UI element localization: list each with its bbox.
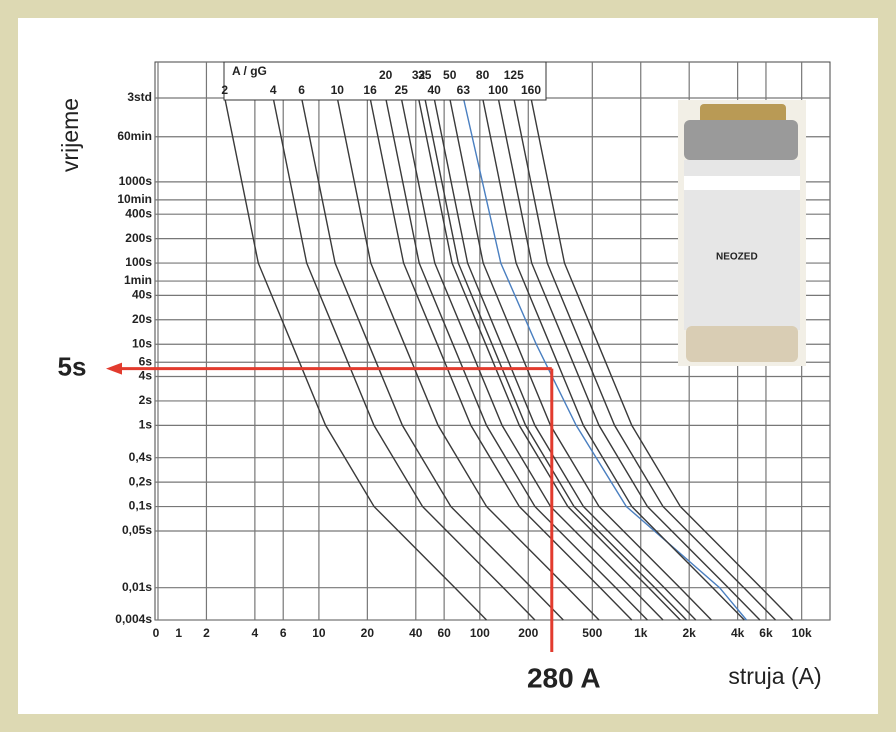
curve (385, 97, 648, 621)
y-tick-label: 100s (125, 255, 152, 269)
y-tick-label: 0,004s (115, 612, 152, 626)
legend-label: 160 (521, 83, 541, 97)
curve (462, 97, 748, 621)
curve (417, 97, 681, 621)
fuse-photo: NEOZED (678, 100, 806, 366)
x-origin-label: 0 (153, 626, 160, 640)
legend-label: 100 (488, 83, 508, 97)
y-tick-label: 0,05s (122, 523, 152, 537)
photo-label: NEOZED (716, 252, 758, 263)
x-tick-label: 60 (437, 626, 451, 640)
x-tick-label: 500 (582, 626, 602, 640)
x-tick-label: 6 (280, 626, 287, 640)
y-tick-label: 10min (117, 192, 152, 206)
y-tick-label: 2s (139, 393, 153, 407)
curve (513, 97, 777, 621)
legend-label: 6 (298, 83, 305, 97)
x-tick-label: 20 (361, 626, 375, 640)
y-axis-title: vrijeme (57, 98, 83, 172)
y-tick-label: 1000s (119, 174, 153, 188)
annotation-arrow (106, 362, 122, 375)
annotation-x-label: 280 A (527, 662, 601, 693)
y-tick-label: 4s (139, 369, 153, 383)
curve (424, 97, 688, 621)
x-tick-label: 2k (683, 626, 697, 640)
x-tick-label: 1 (175, 626, 182, 640)
x-axis-title: struja (A) (728, 663, 821, 689)
y-tick-label: 1s (139, 418, 153, 432)
y-tick-label: 20s (132, 312, 152, 326)
curve (481, 97, 745, 621)
legend-label: 10 (331, 83, 345, 97)
legend-label: 50 (443, 68, 457, 82)
y-tick-label: 40s (132, 288, 152, 302)
y-tick-label: 1min (124, 273, 152, 287)
y-tick-label: 0,2s (129, 474, 153, 488)
y-tick-label: 0,1s (129, 499, 153, 513)
y-tick-label: 0,01s (122, 580, 152, 594)
y-tick-label: 0,4s (129, 450, 153, 464)
curve (336, 97, 600, 621)
x-tick-label: 6k (759, 626, 773, 640)
legend-label: 2 (221, 83, 228, 97)
legend-label: 20 (379, 68, 393, 82)
x-tick-label: 2 (203, 626, 210, 640)
curve (272, 97, 536, 621)
curve (433, 97, 697, 621)
x-tick-label: 4 (252, 626, 259, 640)
legend-label: 80 (476, 68, 490, 82)
legend-label: 16 (363, 83, 377, 97)
legend-label: 125 (504, 68, 524, 82)
legend-label: 40 (427, 83, 441, 97)
annotation-y-label: 5s (58, 352, 87, 382)
x-tick-label: 10k (792, 626, 812, 640)
y-tick-label: 60min (117, 129, 152, 143)
curves (224, 97, 794, 621)
curve (400, 97, 664, 621)
fuse-ring (684, 120, 798, 160)
legend-label: 63 (457, 83, 471, 97)
legend-box (223, 61, 547, 101)
x-tick-label: 100 (470, 626, 490, 640)
legend-label: 25 (395, 83, 409, 97)
y-tick-label: 400s (125, 206, 152, 220)
x-tick-label: 40 (409, 626, 423, 640)
curve (530, 97, 794, 621)
legend-label: 35 (418, 68, 432, 82)
legend-title: A / gG (232, 64, 267, 78)
curve (369, 97, 633, 621)
x-tick-label: 10 (312, 626, 326, 640)
y-tick-label: 3std (127, 90, 152, 104)
fuse-cap (700, 104, 786, 124)
x-tick-label: 200 (518, 626, 538, 640)
y-tick-label: 200s (125, 231, 152, 245)
fuse-base (686, 326, 798, 362)
legend-label: 32 (412, 68, 426, 82)
curve (300, 97, 564, 621)
x-tick-label: 1k (634, 626, 648, 640)
curve (224, 97, 488, 621)
fuse-band (684, 176, 800, 190)
y-tick-label: 10s (132, 336, 152, 350)
legend-label: 4 (270, 83, 277, 97)
y-tick-label: 6s (139, 354, 153, 368)
x-tick-label: 4k (731, 626, 745, 640)
curve (497, 97, 761, 621)
